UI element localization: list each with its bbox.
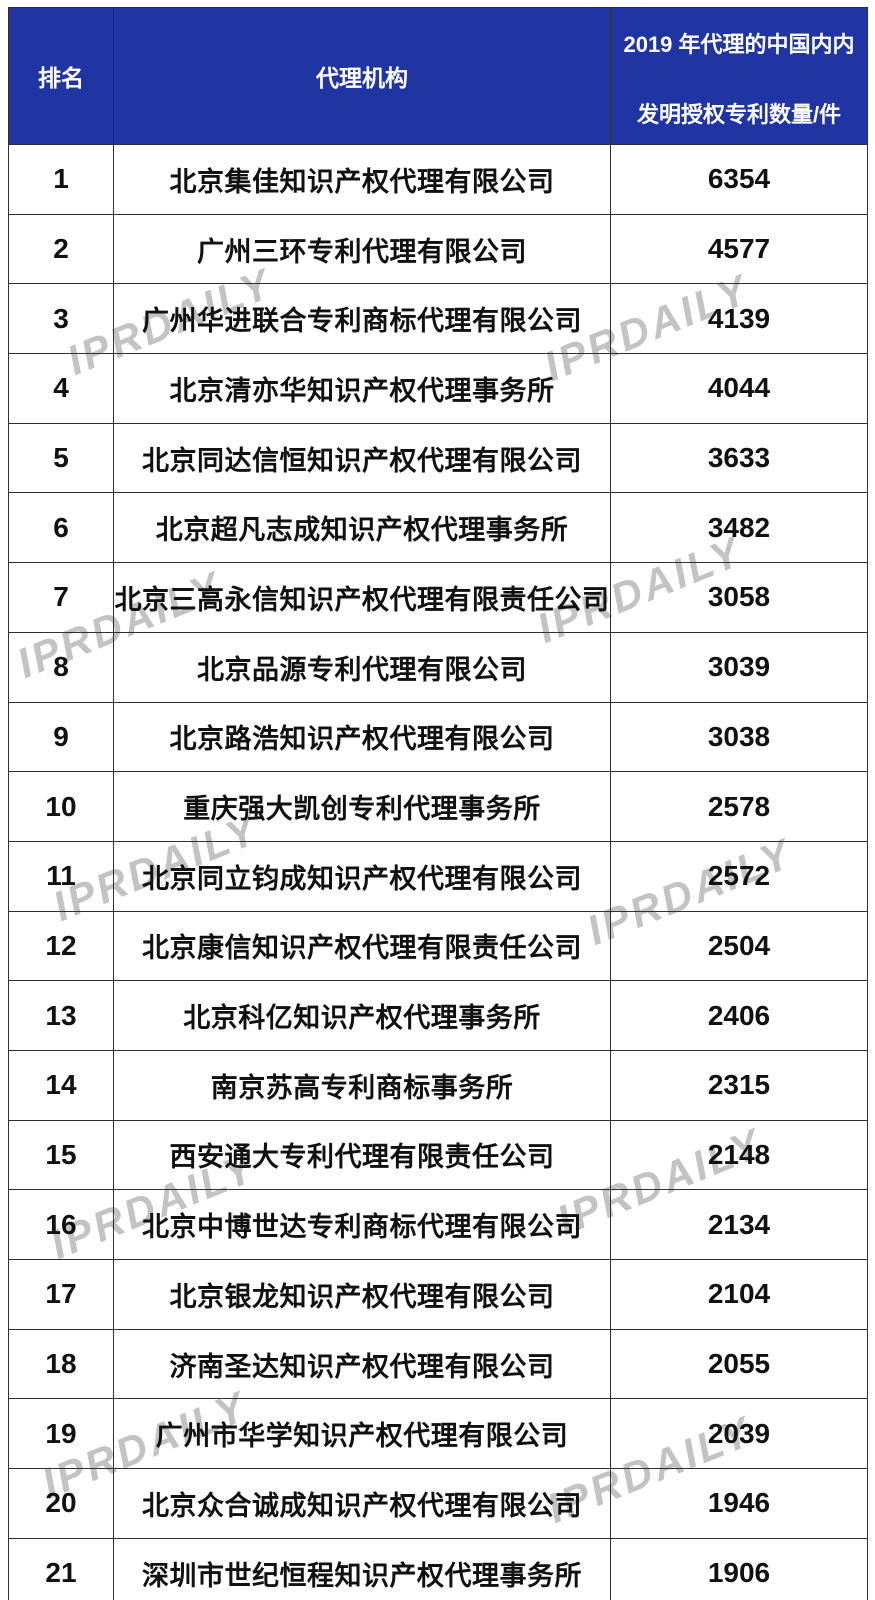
rank-cell: 10 xyxy=(8,771,114,842)
count-cell: 4577 xyxy=(610,213,868,285)
count-cell: 3058 xyxy=(610,562,868,633)
header-rank: 排名 xyxy=(8,7,114,145)
agency-cell: 北京同达信恒知识产权代理有限公司 xyxy=(113,422,611,494)
agency-cell: 北京集佳知识产权代理有限公司 xyxy=(113,144,611,215)
table-row: 2 广州三环专利代理有限公司 4577 xyxy=(8,213,868,285)
rank-cell: 17 xyxy=(8,1259,114,1330)
header-row: 排名 代理机构 2019 年代理的中国内内 发明授权专利数量/件 xyxy=(8,7,868,145)
rank-cell: 2 xyxy=(8,213,114,285)
rank-cell: 8 xyxy=(8,631,114,703)
agency-cell: 北京康信知识产权代理有限责任公司 xyxy=(113,910,611,982)
agency-cell: 广州三环专利代理有限公司 xyxy=(113,213,611,285)
agency-cell: 重庆强大凯创专利代理事务所 xyxy=(113,771,611,842)
agency-cell: 深圳市世纪恒程知识产权代理事务所 xyxy=(113,1537,611,1600)
count-cell: 2504 xyxy=(610,910,868,982)
count-cell: 2134 xyxy=(610,1189,868,1260)
rank-cell: 11 xyxy=(8,840,114,912)
count-cell: 4139 xyxy=(610,283,868,355)
rank-cell: 5 xyxy=(8,422,114,494)
header-agency: 代理机构 xyxy=(113,7,611,145)
rank-cell: 16 xyxy=(8,1189,114,1260)
count-cell: 2148 xyxy=(610,1119,868,1191)
table-container: 排名 代理机构 2019 年代理的中国内内 发明授权专利数量/件 1 北京集佳知识… xyxy=(8,7,868,1600)
table-row: 17 北京银龙知识产权代理有限公司 2104 xyxy=(8,1259,868,1330)
count-cell: 1946 xyxy=(610,1468,868,1539)
agency-cell: 北京银龙知识产权代理有限公司 xyxy=(113,1259,611,1330)
table-row: 1 北京集佳知识产权代理有限公司 6354 xyxy=(8,144,868,215)
table-row: 20 北京众合诚成知识产权代理有限公司 1946 xyxy=(8,1468,868,1539)
agency-cell: 北京科亿知识产权代理事务所 xyxy=(113,980,611,1051)
rank-cell: 18 xyxy=(8,1328,114,1400)
patent-agency-ranking-table: 排名 代理机构 2019 年代理的中国内内 发明授权专利数量/件 1 北京集佳知识… xyxy=(8,7,868,1600)
table-row: 19 广州市华学知识产权代理有限公司 2039 xyxy=(8,1398,868,1470)
rank-cell: 13 xyxy=(8,980,114,1051)
table-row: 21 深圳市世纪恒程知识产权代理事务所 1906 xyxy=(8,1537,868,1600)
rank-cell: 3 xyxy=(8,283,114,355)
header-count-lines: 2019 年代理的中国内内 发明授权专利数量/件 xyxy=(612,9,867,144)
rank-cell: 15 xyxy=(8,1119,114,1191)
rank-cell: 21 xyxy=(8,1537,114,1600)
count-cell: 4044 xyxy=(610,353,868,424)
rank-cell: 14 xyxy=(8,1049,114,1121)
header-count: 2019 年代理的中国内内 发明授权专利数量/件 xyxy=(610,7,868,145)
count-cell: 3633 xyxy=(610,422,868,494)
header-agency-label: 代理机构 xyxy=(316,65,408,91)
table-row: 13 北京科亿知识产权代理事务所 2406 xyxy=(8,980,868,1051)
table-row: 5 北京同达信恒知识产权代理有限公司 3633 xyxy=(8,422,868,494)
rank-cell: 9 xyxy=(8,701,114,773)
table-row: 11 北京同立钧成知识产权代理有限公司 2572 xyxy=(8,840,868,912)
table-row: 10 重庆强大凯创专利代理事务所 2578 xyxy=(8,771,868,842)
agency-cell: 北京众合诚成知识产权代理有限公司 xyxy=(113,1468,611,1539)
table-row: 3 广州华进联合专利商标代理有限公司 4139 xyxy=(8,283,868,355)
count-cell: 1906 xyxy=(610,1537,868,1600)
agency-cell: 广州华进联合专利商标代理有限公司 xyxy=(113,283,611,355)
table-row: 12 北京康信知识产权代理有限责任公司 2504 xyxy=(8,910,868,982)
rank-cell: 7 xyxy=(8,562,114,633)
rank-cell: 12 xyxy=(8,910,114,982)
agency-cell: 济南圣达知识产权代理有限公司 xyxy=(113,1328,611,1400)
count-cell: 6354 xyxy=(610,144,868,215)
agency-cell: 北京三高永信知识产权代理有限责任公司 xyxy=(113,562,611,633)
agency-cell: 南京苏高专利商标事务所 xyxy=(113,1049,611,1121)
rank-cell: 4 xyxy=(8,353,114,424)
header-rank-label: 排名 xyxy=(38,65,84,91)
table-row: 14 南京苏高专利商标事务所 2315 xyxy=(8,1049,868,1121)
agency-cell: 北京同立钧成知识产权代理有限公司 xyxy=(113,840,611,912)
agency-cell: 西安通大专利代理有限责任公司 xyxy=(113,1119,611,1191)
count-cell: 3038 xyxy=(610,701,868,773)
count-cell: 2572 xyxy=(610,840,868,912)
rank-cell: 19 xyxy=(8,1398,114,1470)
table-row: 8 北京品源专利代理有限公司 3039 xyxy=(8,631,868,703)
count-cell: 2039 xyxy=(610,1398,868,1470)
agency-cell: 北京路浩知识产权代理有限公司 xyxy=(113,701,611,773)
count-cell: 3039 xyxy=(610,631,868,703)
table-row: 6 北京超凡志成知识产权代理事务所 3482 xyxy=(8,492,868,564)
agency-cell: 北京清亦华知识产权代理事务所 xyxy=(113,353,611,424)
count-cell: 2315 xyxy=(610,1049,868,1121)
table-row: 9 北京路浩知识产权代理有限公司 3038 xyxy=(8,701,868,773)
count-cell: 2578 xyxy=(610,771,868,842)
agency-cell: 北京超凡志成知识产权代理事务所 xyxy=(113,492,611,564)
table-row: 18 济南圣达知识产权代理有限公司 2055 xyxy=(8,1328,868,1400)
count-cell: 3482 xyxy=(610,492,868,564)
table-row: 4 北京清亦华知识产权代理事务所 4044 xyxy=(8,353,868,424)
count-cell: 2104 xyxy=(610,1259,868,1330)
table-row: 16 北京中博世达专利商标代理有限公司 2134 xyxy=(8,1189,868,1260)
header-count-line2: 发明授权专利数量/件 xyxy=(636,101,842,127)
agency-cell: 广州市华学知识产权代理有限公司 xyxy=(113,1398,611,1470)
rank-cell: 6 xyxy=(8,492,114,564)
rank-cell: 20 xyxy=(8,1468,114,1539)
agency-cell: 北京品源专利代理有限公司 xyxy=(113,631,611,703)
table-row: 15 西安通大专利代理有限责任公司 2148 xyxy=(8,1119,868,1191)
agency-cell: 北京中博世达专利商标代理有限公司 xyxy=(113,1189,611,1260)
table-row: 7 北京三高永信知识产权代理有限责任公司 3058 xyxy=(8,562,868,633)
header-count-line1: 2019 年代理的中国内内 xyxy=(623,32,855,57)
rank-cell: 1 xyxy=(8,144,114,215)
count-cell: 2406 xyxy=(610,980,868,1051)
count-cell: 2055 xyxy=(610,1328,868,1400)
